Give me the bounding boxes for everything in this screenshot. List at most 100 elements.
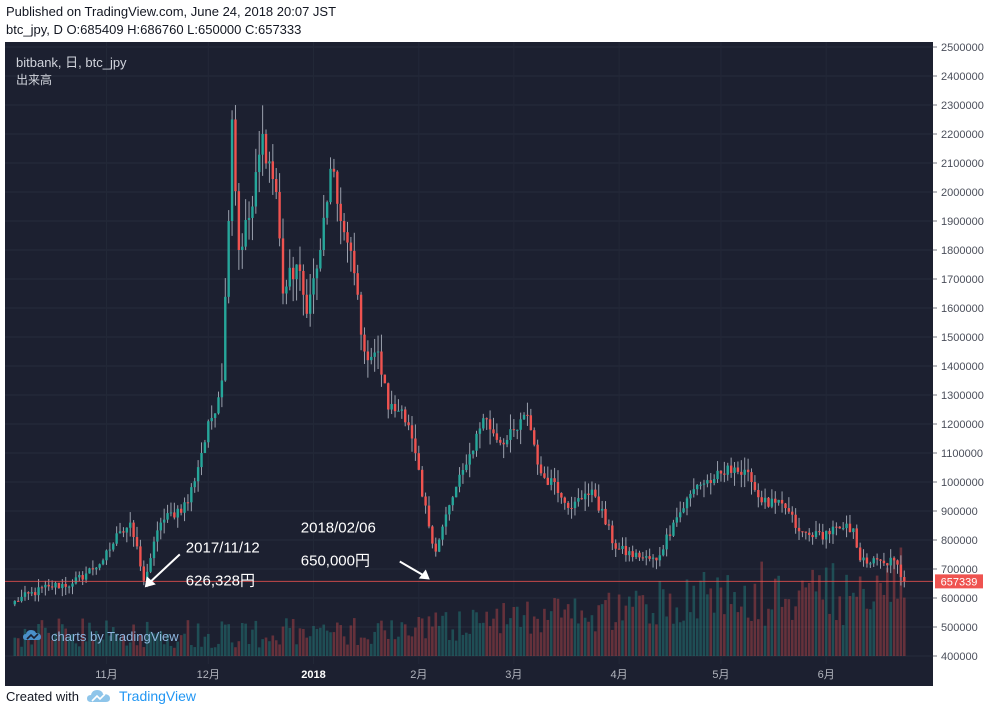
price-tick-label: 500000 [941,622,978,634]
volume-bar [30,644,34,656]
candle-body [224,296,227,381]
candle-body [414,438,417,454]
price-tick-label: 2200000 [941,129,984,141]
created-with-text: Created with [6,688,79,704]
volume-bar [441,615,444,656]
volume-bar [811,569,814,656]
candle-body [129,522,132,528]
volume-bar [702,571,706,656]
candlestick-chart[interactable]: 2500000 2400000 2300000 2200000 2100000 20000… [5,42,995,686]
watermark[interactable]: charts by TradingView [23,629,179,644]
candle-body [702,483,706,485]
volume-bar [128,642,132,656]
candle-body [872,558,875,564]
volume-bar [709,588,713,656]
tradingview-brand[interactable]: TradingView [118,688,197,704]
candle-body [841,528,845,530]
volume-bar [566,604,570,656]
volume-bar [217,643,220,656]
candle-body [875,558,879,560]
candle-body [404,409,407,423]
candle-body [471,450,475,455]
candle-body [692,489,695,494]
volume-bar [67,637,71,656]
volume-bar [770,609,774,656]
volume-bar [699,580,702,656]
volume-bar [678,622,682,656]
volume-bar [539,632,543,656]
volume-bar [302,628,305,656]
candle-body [614,543,617,549]
volume-bar [495,608,499,656]
volume-bar [695,618,699,656]
candle-body [808,532,811,535]
candle-body [57,582,61,589]
volume-bar [37,624,40,656]
volume-bar [71,634,74,656]
volume-bar [763,625,767,656]
volume-bar [57,618,61,656]
volume-bar [77,646,81,656]
volume-bar [61,624,64,656]
candle-body [889,557,892,566]
candle-body [597,496,600,511]
volume-bar [169,645,173,656]
volume-bar [468,633,472,656]
volume-bar [397,636,400,656]
candle-body [159,522,162,531]
volume-bar [587,621,590,656]
candle-body [563,497,566,503]
volume-bar [393,639,397,656]
volume-bar [780,606,784,656]
volume-bar [444,612,448,656]
candle-body [482,418,485,429]
candle-body [499,439,502,443]
volume-bar [200,646,203,656]
candle-body [879,559,882,561]
candle-body [855,528,858,548]
volume-bar [512,606,516,656]
volume-bar [203,636,207,656]
volume-bar [196,623,200,656]
price-tick-label: 1900000 [941,216,984,228]
candle-body [577,498,580,502]
candle-body [356,273,359,295]
volume-bar [210,647,213,656]
candle-body [186,502,190,504]
volume-bar [461,634,465,656]
time-tick-label: 6月 [818,669,835,681]
candle-body [784,503,787,509]
volume-bar [363,637,366,656]
candle-body [516,429,519,431]
volume-bar [268,641,271,656]
candle-body [115,533,118,544]
annotations: 2017/11/12 626,328円 2018/02/06 650,000円 [144,520,430,589]
candle-body [278,192,281,239]
volume-bar [44,627,47,656]
volume-bar [159,631,163,656]
candle-body [139,546,142,567]
volume-bar [142,647,146,656]
volume-bar [359,637,363,656]
volume-bar [672,623,675,656]
candle-body [200,453,203,468]
candle-body [431,526,434,544]
candle-body [145,571,149,581]
volume-bar [166,633,169,656]
volume-bar [573,598,577,656]
volume-bar [773,578,777,656]
price-tick-label: 600000 [941,593,978,605]
volume-bar [627,596,631,656]
volume-bar [872,601,876,656]
price-tick-label: 2500000 [941,42,984,54]
candle-body [719,470,723,474]
candle-body [573,501,577,509]
candle-body [451,497,454,506]
volume-bar [285,618,288,656]
volume-bar [889,601,892,656]
candle-body [135,537,139,547]
candle-body [441,526,444,540]
time-axis-panel [5,664,933,686]
candle-body [774,498,777,503]
volume-bar [271,635,275,656]
